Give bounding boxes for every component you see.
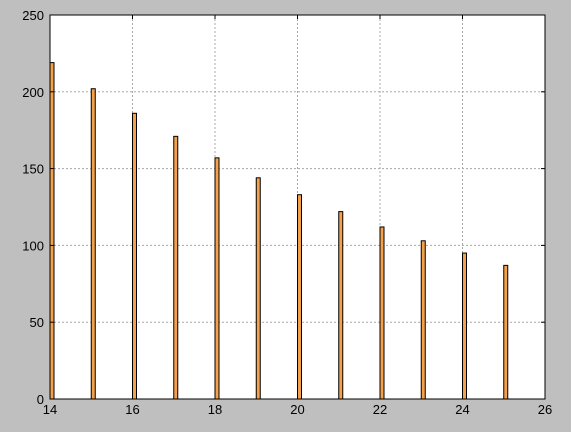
- x-tick-label: 14: [43, 402, 57, 417]
- bar: [90, 88, 96, 400]
- bar: [49, 62, 55, 400]
- bar: [297, 194, 302, 400]
- bar: [214, 157, 220, 400]
- x-tick-label: 24: [455, 402, 469, 417]
- bar: [503, 264, 509, 400]
- bar: [173, 135, 179, 400]
- plot-frame: [49, 14, 546, 400]
- y-tick-label: 0: [37, 392, 44, 407]
- bar: [462, 252, 467, 400]
- bar: [379, 226, 385, 400]
- bar: [132, 112, 137, 400]
- bar: [255, 177, 261, 400]
- x-tick-label: 18: [208, 402, 222, 417]
- x-tick-label: 20: [290, 402, 304, 417]
- y-tick-label: 50: [30, 315, 44, 330]
- y-tick-label: 100: [22, 238, 44, 253]
- x-tick-label: 26: [538, 402, 552, 417]
- y-tick-label: 250: [22, 8, 44, 23]
- bar: [420, 240, 426, 400]
- bar: [338, 211, 344, 400]
- y-tick-label: 150: [22, 162, 44, 177]
- x-axis: 14 16 18 20 22 24 26: [43, 15, 552, 417]
- y-tick-label: 200: [22, 85, 44, 100]
- x-tick-label: 22: [373, 402, 387, 417]
- x-tick-label: 16: [125, 402, 139, 417]
